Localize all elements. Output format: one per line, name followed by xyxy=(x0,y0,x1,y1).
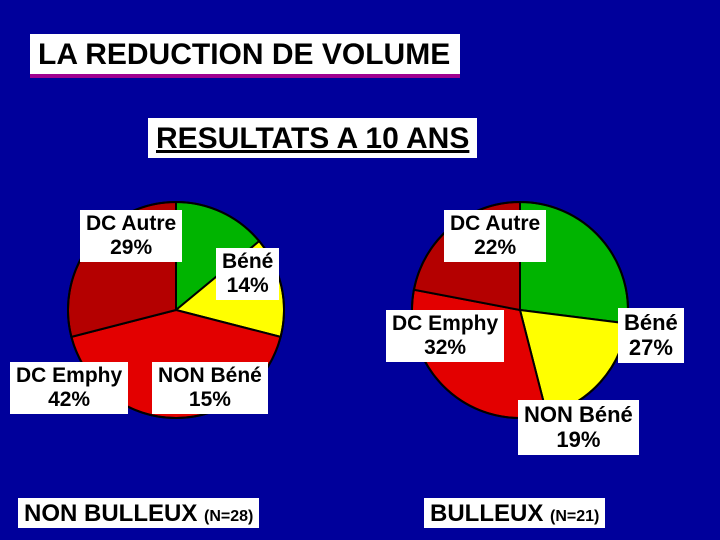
caption-right: BULLEUX (N=21) xyxy=(424,498,605,528)
label-right-bene: Béné 27% xyxy=(618,308,684,363)
label-right-dc-autre: DC Autre 22% xyxy=(444,210,546,262)
label-right-non-bene: NON Béné 19% xyxy=(518,400,639,455)
pie-chart-right xyxy=(0,0,720,540)
label-right-dc-emphy: DC Emphy 32% xyxy=(386,310,504,362)
